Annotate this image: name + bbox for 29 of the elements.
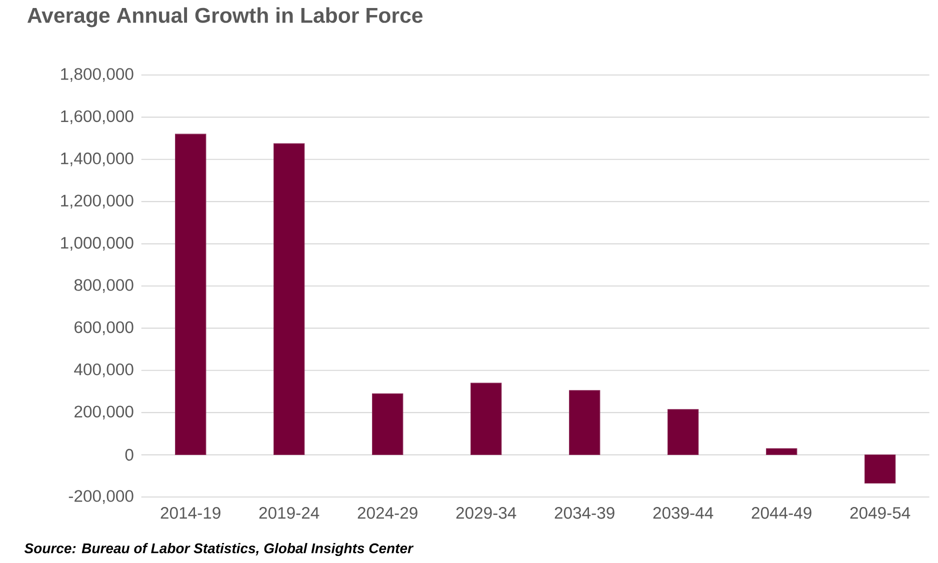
y-tick-label: 1,400,000 [61,152,134,166]
x-tick-label: 2049-54 [850,507,910,519]
x-tick-label: 2014-19 [160,507,220,519]
x-tick-label: 2029-34 [456,507,516,519]
bar [273,143,305,456]
x-tick-label: 2034-39 [554,507,614,519]
bar [174,134,206,456]
bar [766,448,798,456]
y-tick-label: 1,600,000 [61,110,134,124]
x-tick-label: 2044-49 [752,507,812,519]
chart-title: Average Annual Growth in Labor Force [27,7,423,28]
x-tick-label: 2039-44 [653,507,714,519]
bar [568,390,600,456]
y-tick-label: -200,000 [68,490,134,504]
source-note: Source: Bureau of Labor Statistics, Global Insights Center [24,543,414,556]
bar [470,382,502,456]
y-tick-label: 1,200,000 [61,194,134,208]
y-tick-label: 1,800,000 [61,68,134,82]
y-tick-label: 1,000,000 [61,236,134,251]
bar [864,454,896,484]
bar [372,393,404,456]
y-tick-label: 200,000 [74,406,134,420]
y-tick-label: 800,000 [74,279,134,293]
bar [667,409,699,456]
y-tick-label: 0 [125,448,134,461]
x-tick-label: 2019-24 [259,507,320,519]
y-tick-label: 400,000 [74,364,134,378]
x-tick-label: 2024-29 [358,507,418,519]
y-tick-label: 600,000 [74,321,134,336]
